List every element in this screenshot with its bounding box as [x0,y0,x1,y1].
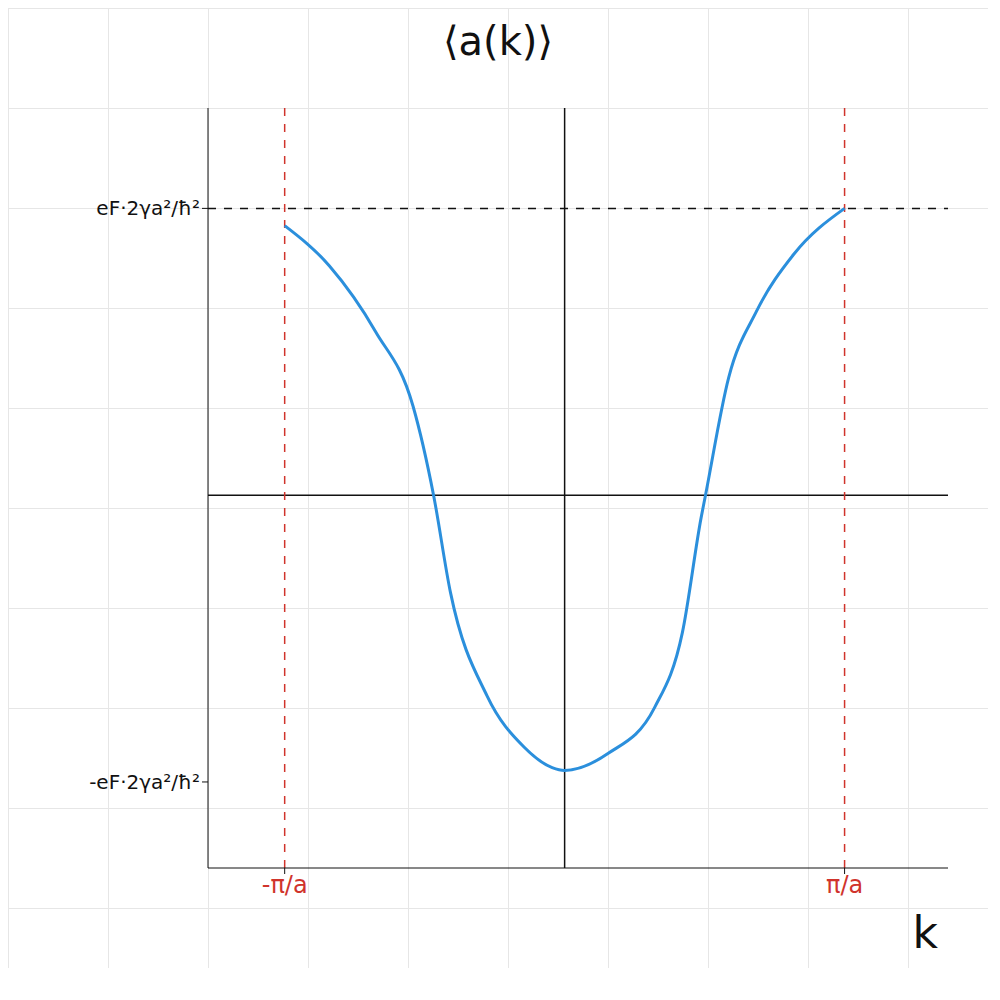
html-text:⟨a(k)⟩: ⟨a(k)⟩ [442,18,553,64]
svg-text:-π/a: -π/a [262,871,308,899]
svg-text:π/a: π/a [826,871,863,899]
svg-text:eF·2γa²/ħ²: eF·2γa²/ħ² [96,196,200,220]
svg-text:k: k [913,907,939,958]
svg-text:-eF·2γa²/ħ²: -eF·2γa²/ħ² [89,770,200,794]
